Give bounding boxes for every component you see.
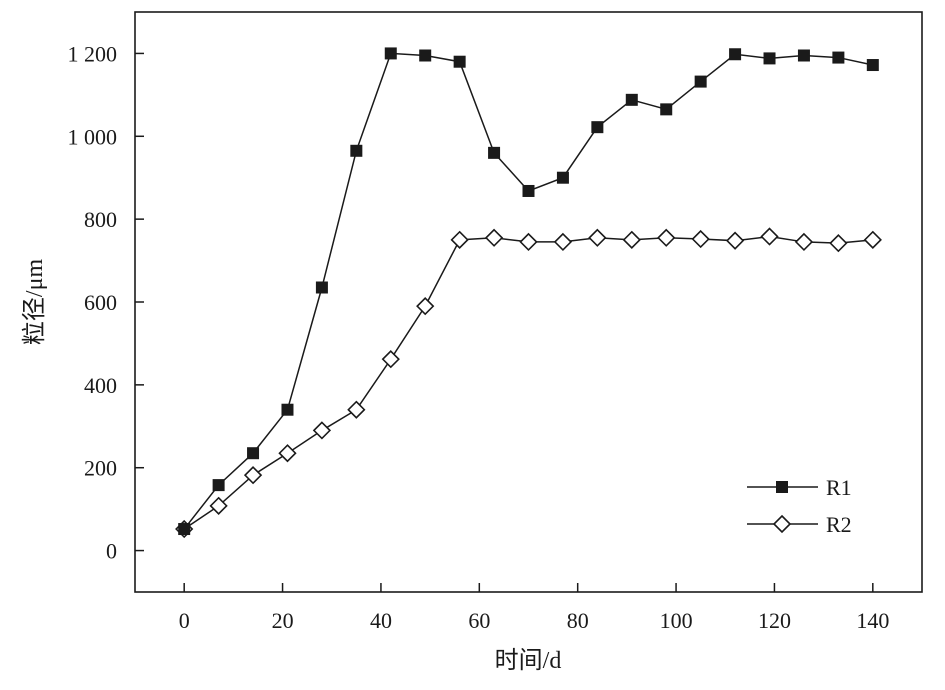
series-r2 (175, 227, 882, 539)
legend-marker (776, 481, 788, 493)
data-point-r2 (243, 466, 263, 485)
x-tick-label: 100 (660, 608, 693, 633)
data-point-r2 (794, 232, 814, 252)
legend-marker (772, 514, 792, 534)
legend-label: R2 (826, 512, 852, 537)
data-point-r1 (763, 52, 776, 65)
data-point-r2 (416, 297, 435, 316)
x-tick-label: 140 (856, 608, 889, 633)
data-point-r1 (384, 47, 397, 60)
data-point-r2 (519, 232, 538, 252)
data-point-r2 (484, 228, 504, 247)
x-tick-label: 40 (370, 608, 392, 633)
legend-item-r1: R1 (747, 475, 852, 500)
data-point-r1 (315, 281, 328, 294)
data-point-r2 (657, 228, 676, 247)
data-point-r2 (553, 232, 573, 252)
series-line-r2 (183, 235, 873, 530)
data-point-r1 (729, 48, 742, 61)
series-layer (175, 47, 882, 539)
data-point-r1 (556, 171, 569, 184)
data-point-r2 (209, 496, 228, 515)
data-point-r1 (660, 103, 673, 116)
y-tick-label: 400 (84, 373, 117, 398)
data-point-r1 (178, 523, 191, 536)
data-point-r1 (797, 49, 810, 62)
legend-item-r2: R2 (747, 512, 852, 537)
data-point-r1 (694, 75, 707, 88)
x-axis-title: 时间/d (495, 647, 562, 674)
data-point-r2 (588, 228, 607, 247)
y-axis-ticks: 0 200 400 600 800 1 000 1 200 (68, 41, 144, 564)
y-tick-label: 200 (84, 456, 117, 481)
data-point-r1 (522, 184, 535, 197)
data-point-r2 (829, 234, 848, 253)
data-point-r1 (488, 146, 501, 159)
x-tick-label: 0 (179, 608, 190, 633)
data-point-r1 (212, 479, 225, 492)
y-tick-label: 1 200 (68, 41, 118, 66)
data-point-r1 (281, 403, 294, 416)
x-tick-label: 120 (758, 608, 791, 633)
data-point-r2 (691, 229, 710, 249)
data-point-r1 (419, 49, 432, 62)
y-axis-title: 粒径/μm (21, 259, 48, 346)
x-tick-label: 20 (272, 608, 294, 633)
plot-frame (134, 11, 923, 593)
series-r1 (178, 47, 879, 536)
data-point-r1 (453, 55, 466, 68)
data-point-r2 (312, 421, 332, 440)
y-tick-label: 1 000 (68, 124, 118, 149)
x-tick-label: 60 (468, 608, 490, 633)
y-tick-label: 600 (84, 290, 117, 315)
data-point-r2 (381, 350, 400, 369)
legend-label: R1 (826, 475, 852, 500)
data-point-r2 (760, 227, 779, 246)
data-point-r1 (866, 59, 879, 72)
data-point-r2 (863, 230, 882, 249)
data-point-r1 (625, 93, 638, 106)
x-tick-label: 80 (567, 608, 589, 633)
y-tick-label: 800 (84, 207, 117, 232)
y-tick-label: 0 (106, 539, 117, 564)
data-point-r1 (832, 51, 845, 64)
data-point-r1 (350, 144, 363, 157)
data-point-r2 (278, 444, 297, 463)
data-point-r1 (247, 447, 260, 460)
data-point-r2 (347, 400, 366, 419)
x-axis-ticks: 0 20 40 60 80 100 120 140 (179, 583, 889, 633)
data-point-r2 (725, 231, 745, 250)
data-point-r1 (591, 121, 604, 134)
data-point-r2 (622, 230, 641, 249)
data-point-r2 (450, 230, 469, 249)
